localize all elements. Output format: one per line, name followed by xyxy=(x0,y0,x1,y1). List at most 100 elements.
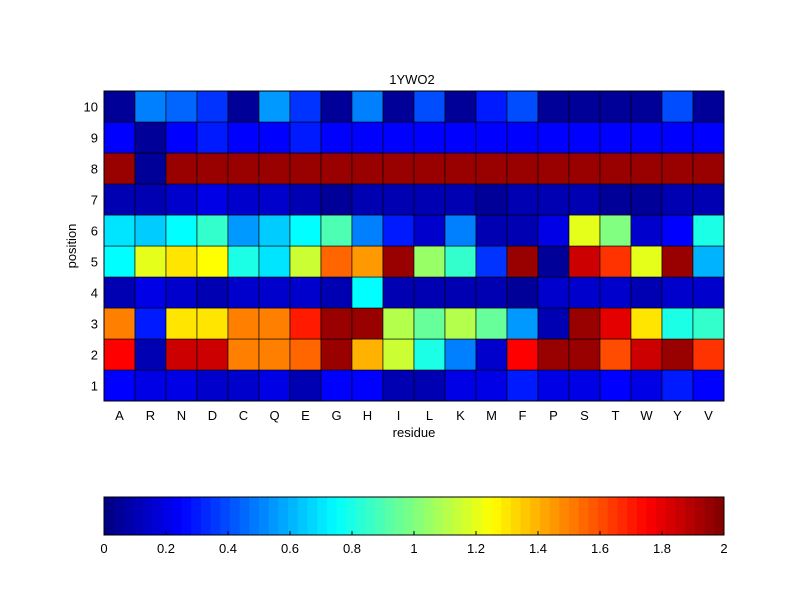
heatmap-cell-E-5 xyxy=(289,245,322,278)
colorbar-swatch xyxy=(704,497,715,535)
heatmap-cell-H-8 xyxy=(351,152,384,185)
heatmap-cell-R-10 xyxy=(134,90,167,123)
heatmap-cell-F-1 xyxy=(506,369,539,402)
heatmap-cell-K-5 xyxy=(444,245,477,278)
colorbar-swatch xyxy=(685,497,696,535)
heatmap-cell-R-2 xyxy=(134,338,167,371)
heatmap-cell-Y-5 xyxy=(661,245,694,278)
x-tick-label: C xyxy=(239,408,248,423)
heatmap-cell-I-2 xyxy=(382,338,415,371)
heatmap-cell-M-2 xyxy=(475,338,508,371)
colorbar-tick-label: 1.4 xyxy=(529,541,547,556)
heatmap-cell-V-3 xyxy=(692,307,725,340)
heatmap-cell-G-2 xyxy=(320,338,353,371)
heatmap-cell-C-2 xyxy=(227,338,260,371)
heatmap-cell-A-3 xyxy=(103,307,136,340)
colorbar-swatch xyxy=(539,497,551,535)
y-axis-label: position xyxy=(64,224,79,269)
heatmap-cell-C-5 xyxy=(227,245,260,278)
heatmap-cell-Y-2 xyxy=(661,338,694,371)
heatmap-cell-I-8 xyxy=(382,152,415,185)
heatmap-cell-T-9 xyxy=(599,121,632,154)
x-tick-label: E xyxy=(301,408,310,423)
heatmap-cell-F-2 xyxy=(506,338,539,371)
heatmap-cell-K-3 xyxy=(444,307,477,340)
heatmap-cell-T-5 xyxy=(599,245,632,278)
heatmap-cell-P-1 xyxy=(537,369,570,402)
colorbar-swatch xyxy=(549,497,560,535)
colorbar-tick-label: 0.4 xyxy=(219,541,237,556)
heatmap-cell-H-7 xyxy=(351,183,384,216)
heatmap-cell-F-7 xyxy=(506,183,539,216)
heatmap-cell-H-1 xyxy=(351,369,384,402)
colorbar-tick-label: 0.2 xyxy=(157,541,175,556)
heatmap-cell-M-3 xyxy=(475,307,508,340)
heatmap-cell-R-7 xyxy=(134,183,167,216)
heatmap-cell-N-3 xyxy=(165,307,198,340)
y-tick-label: 7 xyxy=(91,193,98,208)
colorbar-tick-label: 0.8 xyxy=(343,541,361,556)
heatmap-cell-V-6 xyxy=(692,214,725,247)
x-tick-label: V xyxy=(704,408,713,423)
heatmap-cell-M-5 xyxy=(475,245,508,278)
heatmap-cell-R-3 xyxy=(134,307,167,340)
heatmap-cell-A-1 xyxy=(103,369,136,402)
heatmap-cell-H-9 xyxy=(351,121,384,154)
heatmap-cell-M-6 xyxy=(475,214,508,247)
colorbar-swatch xyxy=(384,497,396,535)
heatmap-cell-S-2 xyxy=(568,338,601,371)
x-axis-label: residue xyxy=(393,425,436,440)
heatmap-cell-N-7 xyxy=(165,183,198,216)
heatmap-cell-L-9 xyxy=(413,121,446,154)
heatmap-cell-C-8 xyxy=(227,152,260,185)
heatmap-cell-R-8 xyxy=(134,152,167,185)
colorbar-swatch xyxy=(229,497,241,535)
heatmap-cell-W-5 xyxy=(630,245,663,278)
heatmap-cell-M-7 xyxy=(475,183,508,216)
heatmap-cell-A-4 xyxy=(103,276,136,309)
heatmap-cell-V-2 xyxy=(692,338,725,371)
y-tick-label: 2 xyxy=(91,348,98,363)
colorbar-swatch xyxy=(462,497,473,535)
heatmap-cell-I-6 xyxy=(382,214,415,247)
heatmap-cell-C-9 xyxy=(227,121,260,154)
heatmap-cell-S-4 xyxy=(568,276,601,309)
heatmap-cell-D-5 xyxy=(196,245,229,278)
heatmap-cell-P-9 xyxy=(537,121,570,154)
heatmap-cell-K-1 xyxy=(444,369,477,402)
heatmap-cell-W-2 xyxy=(630,338,663,371)
heatmap-cell-F-9 xyxy=(506,121,539,154)
heatmap-cell-D-7 xyxy=(196,183,229,216)
colorbar-swatch xyxy=(520,497,531,535)
colorbar-swatch xyxy=(578,497,589,535)
heatmap-cell-S-7 xyxy=(568,183,601,216)
y-tick-label: 8 xyxy=(91,162,98,177)
heatmap-cell-K-4 xyxy=(444,276,477,309)
heatmap-cell-P-4 xyxy=(537,276,570,309)
heatmap-cell-G-9 xyxy=(320,121,353,154)
colorbar-swatch xyxy=(152,497,163,535)
heatmap-cell-R-6 xyxy=(134,214,167,247)
heatmap-cell-M-4 xyxy=(475,276,508,309)
colorbar-swatch xyxy=(607,497,618,535)
colorbar-swatch xyxy=(472,497,483,535)
colorbar-swatch xyxy=(433,497,444,535)
heatmap-cell-S-8 xyxy=(568,152,601,185)
x-tick-label: P xyxy=(549,408,558,423)
heatmap-cell-P-3 xyxy=(537,307,570,340)
heatmap-cell-T-10 xyxy=(599,90,632,123)
heatmap-cell-F-5 xyxy=(506,245,539,278)
heatmap-cell-G-3 xyxy=(320,307,353,340)
colorbar-swatch xyxy=(200,497,212,535)
heatmap-cell-L-8 xyxy=(413,152,446,185)
colorbar-swatch xyxy=(346,497,357,535)
y-tick-label: 9 xyxy=(91,131,98,146)
colorbar-swatch xyxy=(104,497,115,535)
heatmap-cell-G-10 xyxy=(320,90,353,123)
heatmap-cell-H-3 xyxy=(351,307,384,340)
heatmap-cell-T-8 xyxy=(599,152,632,185)
x-tick-label: M xyxy=(486,408,497,423)
heatmap-cell-G-8 xyxy=(320,152,353,185)
heatmap-cell-N-4 xyxy=(165,276,198,309)
heatmap-cell-L-7 xyxy=(413,183,446,216)
